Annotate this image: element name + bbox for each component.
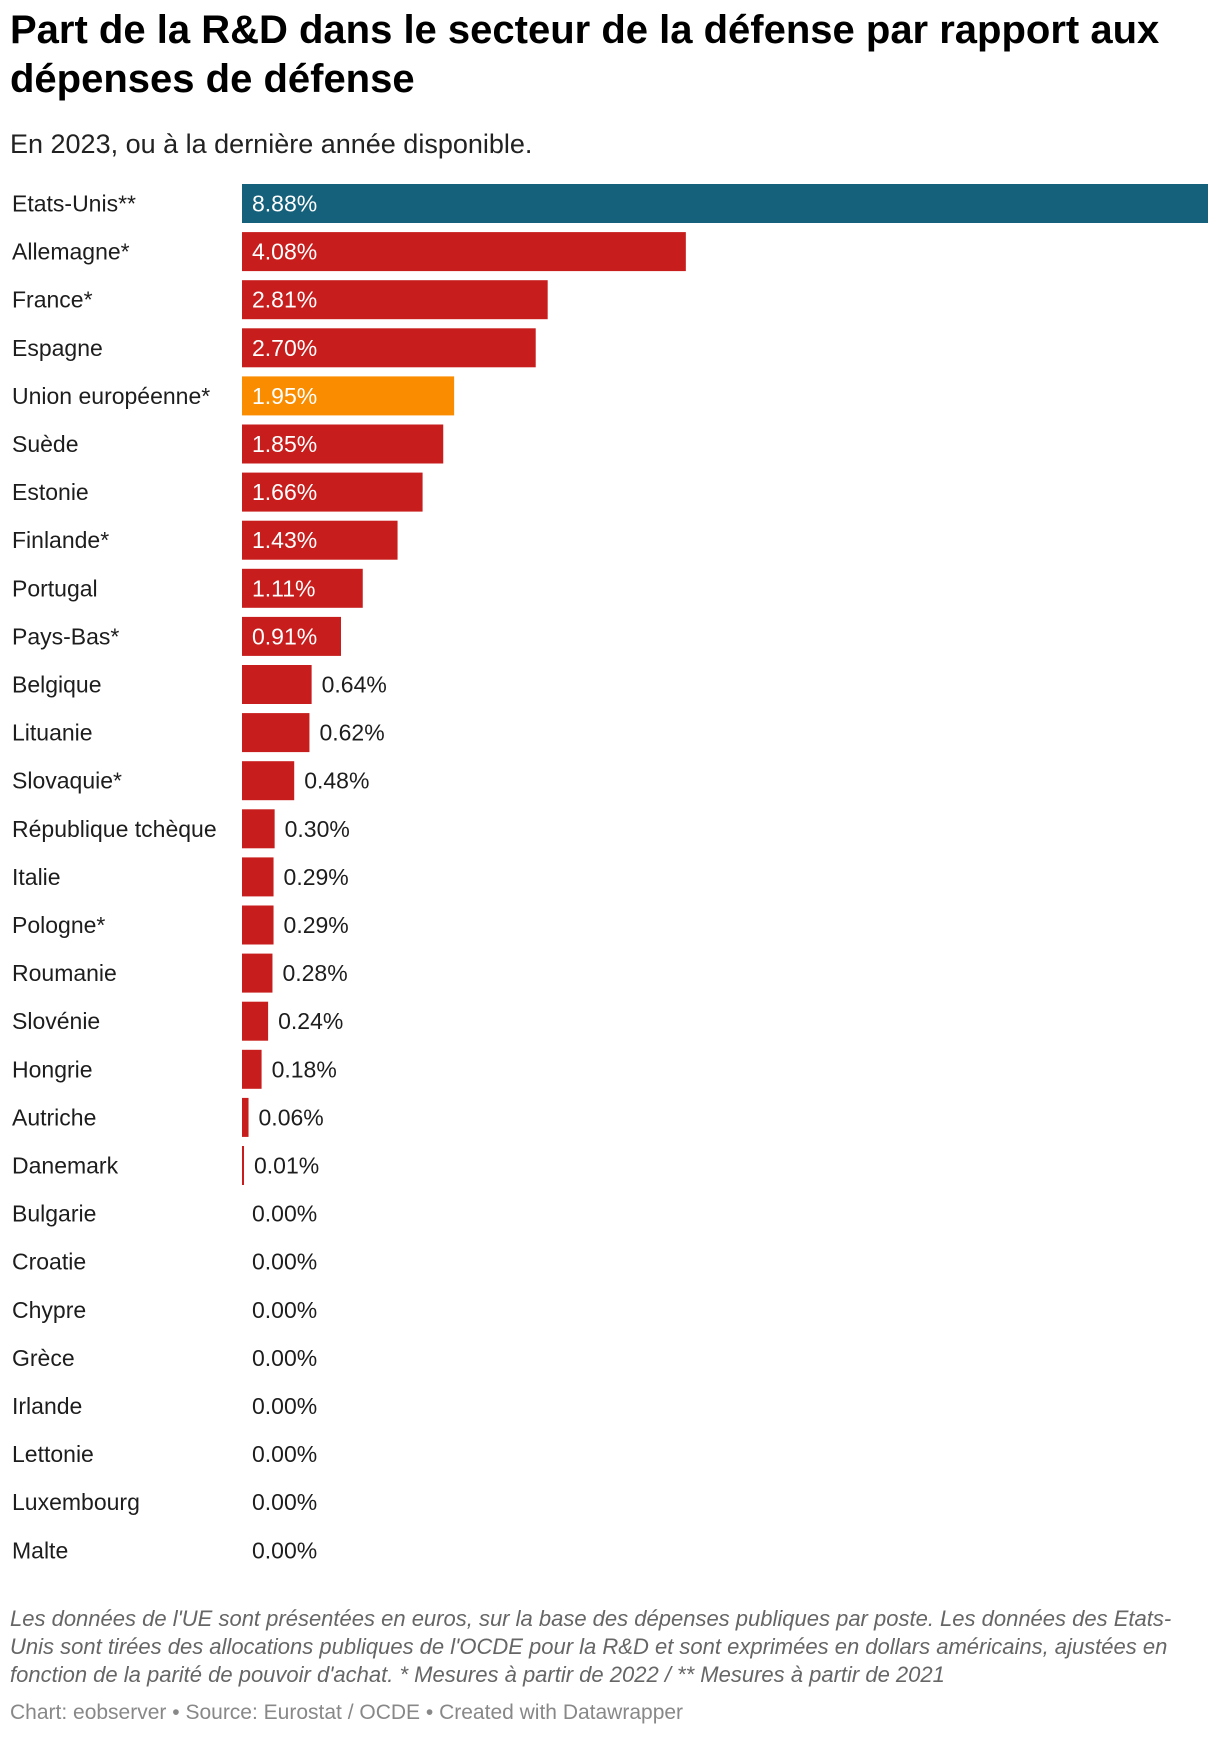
bar <box>242 616 341 656</box>
category-label: Espagne <box>12 335 103 361</box>
chart-title: Part de la R&D dans le secteur de la déf… <box>10 8 1160 101</box>
bar <box>242 713 310 753</box>
bar <box>242 376 455 416</box>
category-label: Roumanie <box>12 960 117 986</box>
bar <box>242 520 398 560</box>
bar <box>242 184 1208 223</box>
source-text: Source: Eurostat / OCDE <box>185 1701 421 1724</box>
category-label: Croatie <box>12 1249 86 1275</box>
category-label: Slovénie <box>12 1008 100 1034</box>
bar <box>242 328 536 368</box>
value-label: 0.00% <box>252 1249 317 1275</box>
value-label: 0.00% <box>252 1537 317 1563</box>
value-label: 0.18% <box>272 1056 337 1082</box>
value-label: 1.85% <box>252 431 317 457</box>
value-label: 1.66% <box>252 479 317 505</box>
bar <box>242 232 686 272</box>
category-label: Pays-Bas* <box>12 623 119 649</box>
value-label: 0.00% <box>252 1297 317 1323</box>
bar <box>242 568 363 608</box>
value-label: 0.01% <box>254 1153 319 1179</box>
value-label: 0.00% <box>252 1441 317 1467</box>
category-label: Grèce <box>12 1345 75 1371</box>
category-label: Hongrie <box>12 1056 93 1082</box>
value-label: 2.81% <box>252 287 317 313</box>
value-label: 0.48% <box>304 768 369 794</box>
category-label: Estonie <box>12 479 89 505</box>
bar <box>242 1097 249 1137</box>
chart-notes: Les données de l'UE sont présentées en e… <box>10 1606 1172 1687</box>
bar <box>242 665 312 704</box>
category-label: Portugal <box>12 575 98 601</box>
category-label: France* <box>12 287 93 313</box>
value-label: 0.64% <box>322 672 387 698</box>
category-label: Etats-Unis** <box>12 191 136 217</box>
value-label: 0.62% <box>319 720 384 746</box>
bar <box>242 905 274 945</box>
credit-text: Chart: eobserver <box>10 1701 167 1724</box>
category-label: Italie <box>12 864 61 890</box>
bar <box>242 424 444 464</box>
bar <box>242 280 548 320</box>
credit-separator: • <box>425 1701 434 1724</box>
value-label: 1.43% <box>252 527 317 553</box>
bar <box>242 857 274 897</box>
chart-subtitle: En 2023, ou à la dernière année disponib… <box>10 129 533 159</box>
value-label: 0.00% <box>252 1345 317 1371</box>
value-label: 0.00% <box>252 1489 317 1515</box>
bar <box>242 809 275 849</box>
value-label: 0.29% <box>284 864 349 890</box>
bar <box>242 472 423 512</box>
category-label: Danemark <box>12 1153 119 1179</box>
bar <box>242 1146 244 1185</box>
category-label: Lettonie <box>12 1441 94 1467</box>
category-label: Bulgarie <box>12 1201 96 1227</box>
category-label: Autriche <box>12 1104 96 1130</box>
created-with-text: Created with Datawrapper <box>439 1701 684 1724</box>
value-label: 1.11% <box>252 575 316 601</box>
value-label: 0.00% <box>252 1393 317 1419</box>
value-label: 4.08% <box>252 239 317 265</box>
chart-credits: Chart: eobserver • Source: Eurostat / OC… <box>10 1700 683 1726</box>
bar <box>242 1001 269 1041</box>
value-label: 0.91% <box>252 623 317 649</box>
value-label: 0.30% <box>285 816 350 842</box>
value-label: 0.00% <box>252 1201 317 1227</box>
category-label: Luxembourg <box>12 1489 140 1515</box>
value-label: 1.95% <box>252 383 317 409</box>
category-label: Malte <box>12 1537 68 1563</box>
category-label: République tchèque <box>12 816 217 842</box>
category-label: Slovaquie* <box>12 768 122 794</box>
category-label: Union européenne* <box>12 383 210 409</box>
bar <box>242 761 295 801</box>
category-label: Belgique <box>12 672 102 698</box>
bar <box>242 953 273 993</box>
value-label: 0.06% <box>259 1104 324 1130</box>
value-label: 0.24% <box>278 1008 343 1034</box>
value-label: 0.29% <box>284 912 349 938</box>
category-label: Allemagne* <box>12 239 130 265</box>
bar <box>242 1049 262 1089</box>
value-label: 2.70% <box>252 335 317 361</box>
category-label: Chypre <box>12 1297 86 1323</box>
category-label: Lituanie <box>12 720 93 746</box>
value-label: 0.28% <box>282 960 347 986</box>
credit-separator: • <box>172 1701 180 1724</box>
value-label: 8.88% <box>252 191 317 217</box>
category-label: Pologne* <box>12 912 105 938</box>
category-label: Suède <box>12 431 79 457</box>
category-label: Irlande <box>12 1393 82 1419</box>
category-label: Finlande* <box>12 527 109 553</box>
bar-chart: Etats-Unis** 8.88% Allemagne* 4.08% France* 2… <box>12 184 1208 1563</box>
